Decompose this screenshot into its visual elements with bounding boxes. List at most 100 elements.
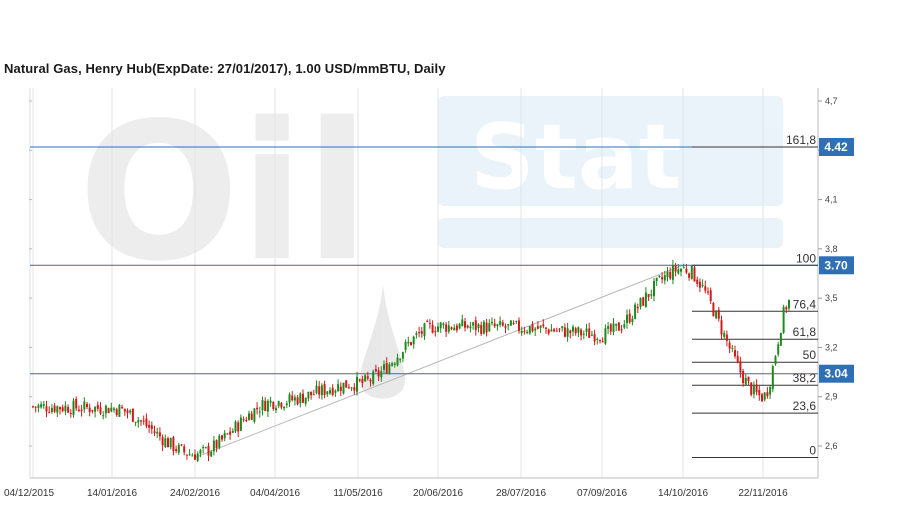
candle-body: [712, 302, 715, 317]
candle-body: [266, 400, 269, 412]
candle-body: [180, 444, 183, 446]
candle-body: [671, 265, 674, 280]
candle-body: [285, 403, 288, 406]
y-tick-label: 2,9: [825, 392, 838, 402]
candle-body: [334, 390, 337, 393]
candle-body: [634, 304, 637, 319]
candle-body: [194, 454, 196, 460]
candle-body: [445, 324, 448, 332]
candle-body: [617, 322, 620, 331]
candle-body: [653, 280, 655, 297]
candle-body: [647, 294, 650, 298]
candle-body: [607, 326, 610, 329]
candle-body: [558, 328, 561, 330]
candle-body: [555, 330, 558, 332]
candle-body: [150, 425, 153, 430]
candle-body: [183, 446, 186, 453]
candle-body: [763, 392, 766, 400]
candle-body: [37, 405, 40, 408]
candle-body: [250, 413, 253, 420]
candle-body: [134, 421, 137, 423]
candle-body: [507, 324, 510, 326]
candle-body: [458, 324, 461, 329]
x-tick-label: 11/05/2016: [333, 488, 383, 499]
candle-body: [574, 328, 577, 334]
candle-body: [623, 324, 626, 328]
candle-body: [372, 371, 375, 384]
candle-body: [345, 380, 348, 388]
candle-body: [269, 400, 272, 403]
candle-body: [188, 454, 191, 456]
candle-body: [509, 320, 512, 326]
candle-body: [752, 384, 755, 395]
y-tick-label: 4,1: [825, 195, 838, 205]
candle-body: [226, 433, 229, 435]
candle-body: [690, 265, 693, 279]
candle-body: [318, 386, 321, 395]
candle-body: [64, 405, 67, 412]
candle-body: [110, 407, 113, 412]
candle-body: [59, 406, 61, 410]
candle-body: [410, 342, 412, 346]
candle-body: [761, 394, 763, 402]
candle-body: [636, 306, 639, 309]
candle-body: [534, 328, 537, 331]
candle-body: [129, 410, 132, 413]
candle-body: [779, 332, 782, 346]
candle-body: [75, 399, 78, 409]
candle-body: [723, 333, 726, 337]
candle-body: [393, 363, 396, 365]
y-tick-label: 3,2: [825, 342, 838, 352]
candle-body: [674, 265, 677, 272]
x-tick-label: 28/07/2016: [496, 488, 546, 499]
fib-level-label: 100: [796, 251, 816, 265]
candle-body: [601, 341, 604, 343]
candle-body: [123, 408, 126, 412]
candle-body: [107, 408, 110, 414]
candle-body: [639, 297, 642, 307]
candle-body: [731, 347, 734, 349]
candle-body: [412, 336, 415, 345]
candle-body: [504, 326, 507, 328]
candle-body: [717, 309, 720, 319]
candle-body: [350, 387, 353, 389]
fib-level-label: 76,4: [793, 297, 817, 311]
candle-body: [469, 326, 472, 329]
candle-body: [404, 341, 407, 350]
candle-body: [423, 323, 426, 337]
candlestick-series: [32, 259, 790, 463]
candle-body: [785, 307, 788, 310]
candle-body: [461, 319, 464, 327]
watermark-bar: [438, 218, 783, 248]
candle-body: [304, 397, 307, 404]
candle-body: [680, 268, 682, 272]
candle-body: [466, 325, 469, 328]
candle-body: [140, 420, 142, 422]
candle-body: [539, 325, 542, 328]
fib-level-label: 23,6: [793, 399, 817, 413]
candle-body: [212, 440, 215, 452]
candle-body: [169, 437, 172, 448]
candle-body: [401, 352, 404, 359]
candle-body: [388, 364, 391, 374]
fib-level-label: 50: [803, 348, 817, 362]
candle-body: [115, 409, 118, 416]
trend-line-group: [194, 264, 684, 458]
candle-body: [542, 324, 545, 327]
candle-body: [283, 406, 286, 409]
candle-body: [96, 404, 99, 409]
watermark-badge: [438, 96, 783, 206]
candle-body: [450, 327, 453, 330]
candle-body: [272, 401, 275, 409]
candle-body: [80, 409, 83, 412]
candle-body: [485, 322, 488, 333]
candle-body: [310, 391, 313, 396]
candle-body: [677, 269, 680, 274]
candle-body: [704, 286, 707, 291]
fib-level-label: 161,8: [786, 133, 816, 147]
candle-body: [777, 344, 780, 355]
candle-body: [771, 366, 774, 389]
candle-body: [83, 401, 86, 410]
x-tick-label: 22/11/2016: [738, 488, 788, 499]
candle-body: [644, 292, 647, 307]
